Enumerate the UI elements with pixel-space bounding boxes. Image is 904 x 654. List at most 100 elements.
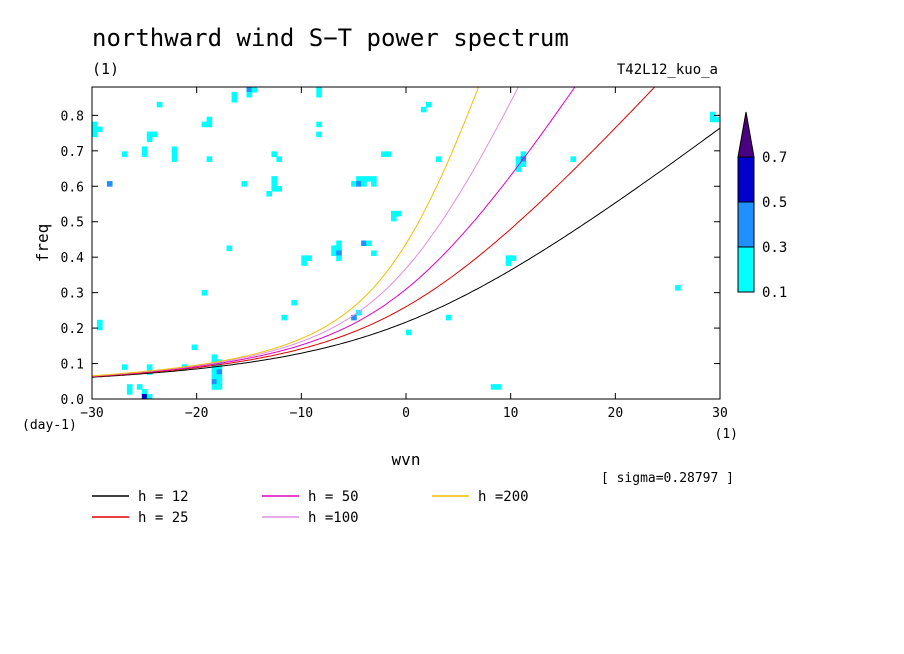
spectrum-cell [710, 111, 716, 118]
spectrum-cell [425, 101, 432, 108]
x-tick-label: −20 [185, 406, 208, 421]
spectrum-cell [146, 394, 153, 399]
spectrum-cell [171, 146, 178, 152]
spectrum-cell [126, 389, 133, 395]
legend-label-h100: h =100 [308, 510, 359, 526]
spectrum-cell [141, 389, 148, 395]
spectrum-cell [381, 151, 387, 157]
spectrum-cell [445, 314, 452, 321]
spectrum-cell [495, 384, 502, 390]
sigma-label: [ sigma=0.28797 ] [601, 471, 734, 486]
x-axis-label: wvn [392, 450, 421, 469]
colorbar: 0.1 0.3 0.5 0.7 [737, 111, 787, 301]
x-tick-label: −10 [290, 406, 313, 421]
spectrum-cell [570, 156, 577, 162]
y-tick-label: 0.4 [61, 251, 85, 266]
dispersion-curve-h50 [92, 87, 576, 377]
y-axis: 0.0 0.1 0.2 0.3 0.4 0.5 0.6 0.7 0.8 [61, 109, 720, 408]
spectrum-cell [356, 181, 362, 187]
spectrum-cell [366, 240, 372, 247]
spectrum-cell [211, 384, 218, 390]
spectrum-cell [505, 260, 512, 266]
spectrum-cell [216, 384, 223, 390]
spectrum-cell [276, 186, 282, 192]
colorbar-segment [737, 246, 755, 293]
spectrum-cell [211, 379, 218, 385]
spectrum-cell [201, 290, 208, 296]
y-tick-label: 0.1 [61, 358, 84, 373]
spectrum-cell [366, 176, 372, 182]
spectrum-cell [251, 87, 258, 93]
spectrum-cell [211, 374, 218, 380]
x-tick-label: 20 [608, 406, 624, 421]
spectrum-cell [276, 156, 282, 162]
spectrum-cell [336, 250, 342, 256]
spectrum-cell [316, 131, 322, 138]
spectrum-cell [361, 181, 367, 187]
spectrum-cell [361, 176, 367, 182]
spectrum-cell [331, 245, 337, 252]
spectrum-cell [146, 131, 153, 138]
spectrum-cell [141, 146, 148, 152]
spectrum-cell [151, 131, 158, 138]
spectrum-cell [301, 255, 307, 261]
spectrum-cell [146, 364, 153, 370]
spectrum-cell [206, 121, 213, 128]
spectrum-cell [206, 156, 213, 162]
spectrum-cell [331, 250, 337, 256]
spectrum-cell [271, 181, 278, 187]
dispersion-curve-h12 [92, 127, 720, 378]
legend-label-h200: h =200 [478, 489, 529, 505]
spectrum-cell [92, 126, 98, 133]
spectrum-cell [241, 181, 248, 187]
spectrum-cell [206, 116, 213, 123]
y-tick-label: 0.0 [61, 393, 84, 408]
spectrum-cell [231, 96, 238, 103]
x-tick-label: 10 [503, 406, 519, 421]
spectrum-cell [226, 245, 233, 252]
spectrum-cell [351, 314, 357, 321]
spectrum-cell [211, 354, 218, 360]
spectrum-cell [301, 260, 307, 266]
spectrum-cell [306, 255, 312, 261]
spectrum-cell [386, 151, 392, 157]
colorbar-label: 0.5 [762, 195, 787, 211]
spectrum-contour-field [92, 87, 720, 399]
legend-label-h25: h = 25 [138, 510, 189, 526]
y-unit-label: (day-1) [22, 418, 77, 433]
spectrum-cell [92, 131, 98, 138]
colorbar-label: 0.1 [762, 285, 787, 301]
spectrum-cell [106, 181, 113, 187]
y-tick-label: 0.5 [61, 216, 84, 231]
dispersion-curve-h200 [92, 87, 480, 377]
x-tick-label: −30 [80, 406, 103, 421]
spectrum-cell [216, 379, 223, 385]
spectrum-cell [510, 255, 517, 261]
y-tick-label: 0.2 [61, 322, 84, 337]
spectrum-cell [201, 121, 208, 128]
x-axis: −30 −20 −10 0 10 20 30 [80, 87, 728, 421]
spectrum-cell [231, 91, 238, 98]
legend-label-h50: h = 50 [308, 489, 359, 505]
spectrum-cell [136, 384, 143, 390]
spectrum-cell [391, 210, 397, 217]
spectrum-cell [121, 151, 128, 157]
x-unit-label: (1) [715, 427, 738, 442]
spectrum-cell [271, 186, 278, 192]
spectrum-cell [356, 176, 362, 182]
spectrum-cell [141, 394, 148, 399]
spectrum-cell [505, 255, 512, 261]
spectrum-cell [141, 151, 148, 157]
spectrum-cell [520, 151, 527, 157]
spectrum-cell [406, 329, 412, 336]
spectrum-cell [211, 369, 218, 375]
colorbar-extend-arrow [737, 111, 755, 158]
spectrum-cell [336, 240, 342, 247]
colorbar-segment [737, 156, 755, 203]
chart-subtitle-left: (1) [92, 60, 119, 78]
spectrum-cell [420, 106, 427, 113]
spectrum-cell [490, 384, 497, 390]
y-tick-label: 0.3 [61, 287, 84, 302]
spectrum-cell [351, 181, 357, 187]
